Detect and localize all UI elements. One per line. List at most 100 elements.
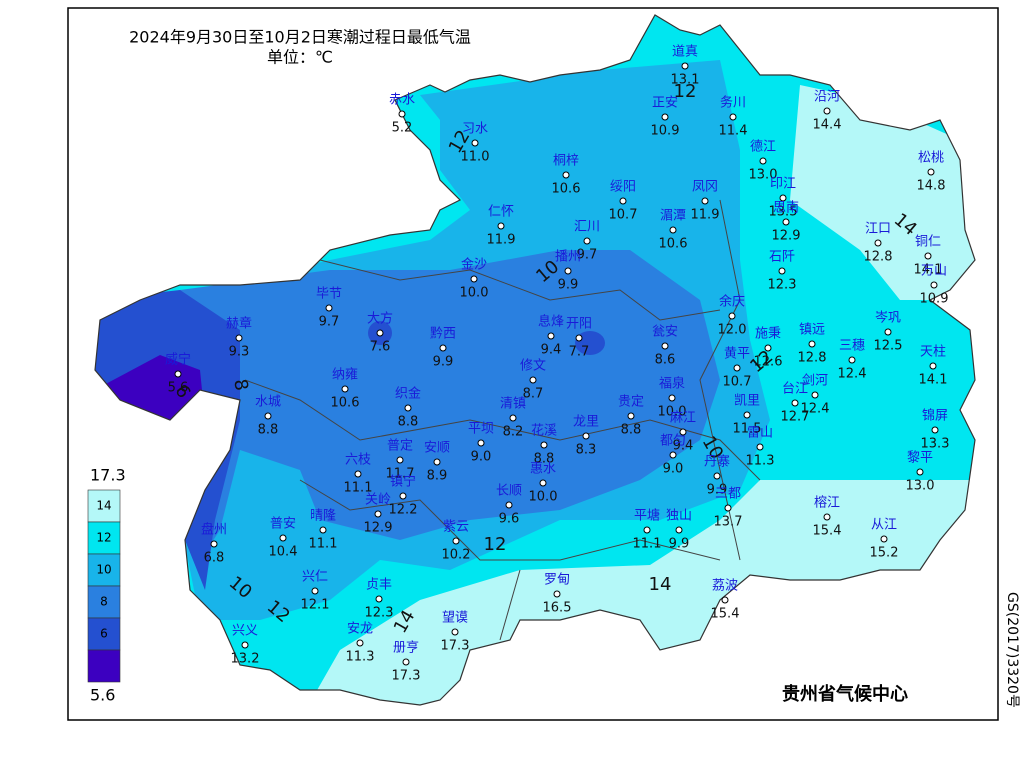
station-name: 花溪 [531,423,557,439]
station-name: 关岭 [365,493,391,508]
station-name: 凤冈 [692,180,718,195]
legend-tick-label: 12 [96,531,111,545]
station-value: 8.8 [534,452,555,467]
border [244,379,761,481]
station-value: 10.6 [659,237,688,252]
station-name: 织金 [395,386,421,402]
station-value: 11.0 [461,150,490,165]
station-value: 12.4 [838,367,867,382]
station-value: 10.0 [658,405,687,420]
station-marker [451,628,459,636]
station-name: 麻江 [670,411,696,426]
station-name: 思南 [773,200,799,216]
station-marker [916,468,924,476]
station-value: 11.3 [746,454,775,469]
station-marker [701,197,709,205]
border [699,199,741,561]
map-number: GS(2017)3320号 [1004,592,1020,708]
station-marker [376,329,384,337]
station-value: 12.7 [781,410,810,425]
station-marker [627,412,635,420]
station-name: 盘州 [201,522,227,538]
station-marker [675,526,683,534]
station-name: 开阳 [566,317,592,332]
station-value: 9.9 [669,537,690,552]
station-value: 11.1 [309,537,338,552]
station-name: 德江 [750,140,776,155]
station-marker [756,443,764,451]
legend-tick-label: 10 [96,563,111,577]
station-name: 望谟 [442,610,468,626]
station-marker [399,492,407,500]
station-marker [477,439,485,447]
station-marker [643,526,651,534]
station-marker [433,458,441,466]
station-name: 息烽 [538,314,564,330]
station-marker [823,513,831,521]
zone-above-14 [790,85,975,300]
station-name: 安龙 [347,622,373,637]
station-marker [241,641,249,649]
station-name: 习水 [462,122,488,137]
station-marker [375,595,383,603]
border [319,259,721,321]
station-value: 13.1 [671,73,700,88]
station-name: 紫云 [443,520,469,535]
station-value: 10.9 [920,292,949,307]
station-value: 12.0 [718,323,747,338]
station-value: 9.9 [558,278,579,293]
station-name: 剑河 [802,373,828,389]
station-value: 12.4 [801,402,830,417]
station-marker [547,332,555,340]
station-marker [668,394,676,402]
station-name: 余庆 [719,294,745,310]
station-value: 14.4 [813,118,842,133]
border [299,479,721,561]
station-name: 龙里 [573,415,599,430]
station-marker [470,275,478,283]
station-name: 岑巩 [875,311,901,326]
station-name: 长顺 [496,484,522,499]
credit: 贵州省气候中心 [782,683,908,705]
station-name: 晴隆 [310,509,336,524]
station-value: 10.6 [331,396,360,411]
zone-8-10 [100,250,720,560]
station-value: 17.3 [392,669,421,684]
station-marker [721,596,729,604]
station-name: 沿河 [814,90,840,105]
station-marker [564,267,572,275]
station-value: 7.6 [370,340,391,355]
station-value: 8.8 [621,423,642,438]
station-marker [764,344,772,352]
station-marker [540,441,548,449]
station-value: 9.6 [499,512,520,527]
station-marker [884,328,892,336]
station-name: 平坝 [468,422,494,437]
station-name: 雷山 [747,426,773,441]
station-name: 石阡 [769,250,795,265]
station-value: 8.2 [503,425,524,440]
station-name: 罗甸 [544,573,570,588]
station-name: 松桃 [918,151,944,166]
station-marker [264,412,272,420]
station-value: 14.8 [917,179,946,194]
station-value: 13.0 [749,168,778,183]
station-marker [681,62,689,70]
station-marker [724,504,732,512]
station-marker [553,590,561,598]
station-name: 绥阳 [610,180,636,195]
station-value: 9.4 [541,343,562,358]
station-marker [728,312,736,320]
station-marker [808,340,816,348]
station-value: 10.4 [269,545,298,560]
station-value: 10.9 [651,124,680,139]
station-marker [319,526,327,534]
station-marker [311,587,319,595]
station-name: 贞丰 [366,578,392,593]
station-value: 15.2 [870,546,899,561]
station-marker [439,344,447,352]
unit-label: 单位：℃ [267,48,333,67]
station-value: 9.4 [673,439,694,454]
station-name: 黄平 [724,347,750,362]
